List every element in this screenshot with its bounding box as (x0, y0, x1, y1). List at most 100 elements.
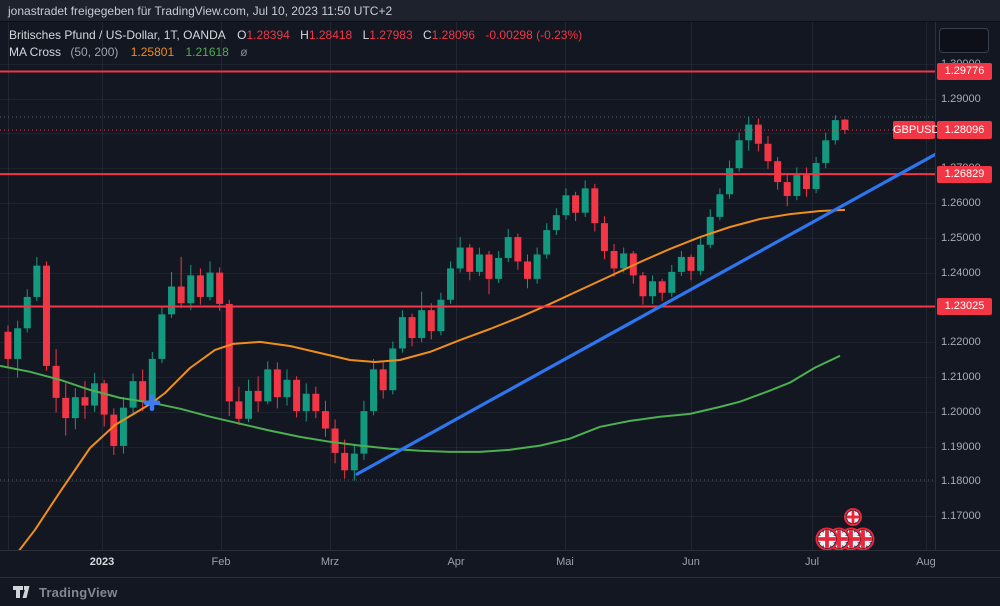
trend-line[interactable] (355, 152, 940, 476)
candle-body (466, 247, 474, 272)
flag-cross-red (818, 530, 836, 548)
candle-body (774, 161, 782, 183)
candle (764, 136, 772, 169)
candle-body (360, 411, 368, 454)
legend-symbol-row[interactable]: Britisches Pfund / US-Dollar, 1T, OANDA … (9, 27, 582, 44)
candle-body (71, 397, 79, 419)
ma-cross-marker-icon[interactable] (143, 394, 161, 412)
candle (71, 388, 79, 430)
candle (466, 244, 474, 281)
candle (293, 376, 301, 418)
time-tick-label: Mai (556, 556, 574, 568)
candle (649, 275, 657, 304)
candle (735, 132, 743, 172)
symbol-title[interactable]: Britisches Pfund / US-Dollar, 1T, OANDA (9, 28, 226, 42)
candle (129, 373, 137, 415)
candle-body (764, 143, 772, 162)
time-tick-label: Apr (447, 556, 465, 568)
chart-legend: Britisches Pfund / US-Dollar, 1T, OANDA … (9, 27, 582, 61)
ma200-value: 1.21618 (185, 45, 229, 59)
candle (793, 167, 801, 201)
candle (475, 247, 483, 277)
candle (668, 264, 676, 297)
candle (514, 233, 522, 270)
candle-body (110, 414, 118, 446)
candle (620, 247, 628, 273)
uk-flag-event-icon[interactable] (844, 508, 862, 526)
candle (312, 386, 320, 419)
candle-body (610, 250, 618, 269)
candle-body (581, 188, 589, 213)
ma50-value: 1.25801 (130, 45, 175, 59)
level-price-label[interactable]: 1.23025 (937, 298, 992, 316)
candle (716, 188, 724, 221)
candlestick-series (4, 115, 849, 481)
candle-body (293, 379, 301, 412)
candle-body (677, 256, 685, 272)
candle-body (168, 286, 176, 315)
candle (398, 310, 406, 353)
candle-body (562, 195, 570, 216)
candle-body (504, 237, 512, 258)
candle-body (822, 140, 830, 163)
price-tick-label: 1.21000 (941, 371, 981, 383)
candle-body (350, 453, 358, 471)
candle-body (687, 256, 695, 271)
candle-body (216, 272, 224, 304)
candle (572, 191, 580, 222)
candle-body (447, 268, 455, 300)
candle-body (639, 275, 647, 297)
candle-body (341, 452, 349, 471)
candle (273, 362, 281, 409)
uk-flag-event-icon[interactable] (815, 527, 839, 551)
candle (495, 250, 503, 284)
candle-body (81, 397, 89, 406)
candle-body (408, 317, 416, 339)
candle-body (62, 397, 70, 419)
ma50-line[interactable] (5, 208, 846, 572)
low-label: L (362, 28, 370, 42)
tradingview-logo-icon[interactable] (13, 585, 32, 599)
candle (62, 383, 70, 436)
candle (206, 261, 214, 301)
event-markers[interactable] (815, 508, 875, 551)
candle-body (273, 369, 281, 398)
candle (302, 383, 310, 422)
flag-cross-red (846, 510, 860, 524)
indicator-args: (50, 200) (70, 45, 119, 59)
candle-body (495, 257, 503, 279)
candle (677, 250, 685, 277)
candle-body (620, 253, 628, 269)
candle (552, 208, 560, 235)
candle (14, 320, 22, 378)
candle (350, 445, 358, 481)
candle (581, 180, 589, 217)
candle-body (177, 286, 185, 304)
candle (418, 291, 426, 343)
candle (639, 271, 647, 305)
candle-body (427, 310, 435, 332)
last-price-symbol-tag[interactable]: GBPUSD (893, 121, 939, 139)
grid-lines (0, 22, 935, 550)
level-price-label[interactable]: 1.29776 (937, 63, 992, 81)
candle-body (235, 401, 243, 419)
candle (379, 362, 387, 399)
candle-body (398, 317, 406, 349)
level-price-label[interactable]: 1.26829 (937, 165, 992, 183)
toolbar-collapsed-box[interactable] (939, 28, 989, 53)
candle-body (52, 365, 60, 398)
last-price-label[interactable]: 1.28096 (937, 121, 992, 139)
candle (283, 369, 291, 406)
tradingview-brand-text[interactable]: TradingView (39, 584, 118, 600)
indicator-name[interactable]: MA Cross (9, 45, 62, 59)
candle-body (523, 261, 531, 279)
candle (360, 400, 368, 460)
candle (610, 244, 618, 277)
legend-indicator-row[interactable]: MA Cross (50, 200) 1.25801 1.21618 ø (9, 44, 582, 61)
close-label: C (423, 28, 432, 42)
price-tick-label: 1.20000 (941, 405, 981, 418)
cross-empty-value: ø (240, 45, 248, 59)
candle-body (514, 237, 522, 262)
candle (533, 247, 541, 284)
